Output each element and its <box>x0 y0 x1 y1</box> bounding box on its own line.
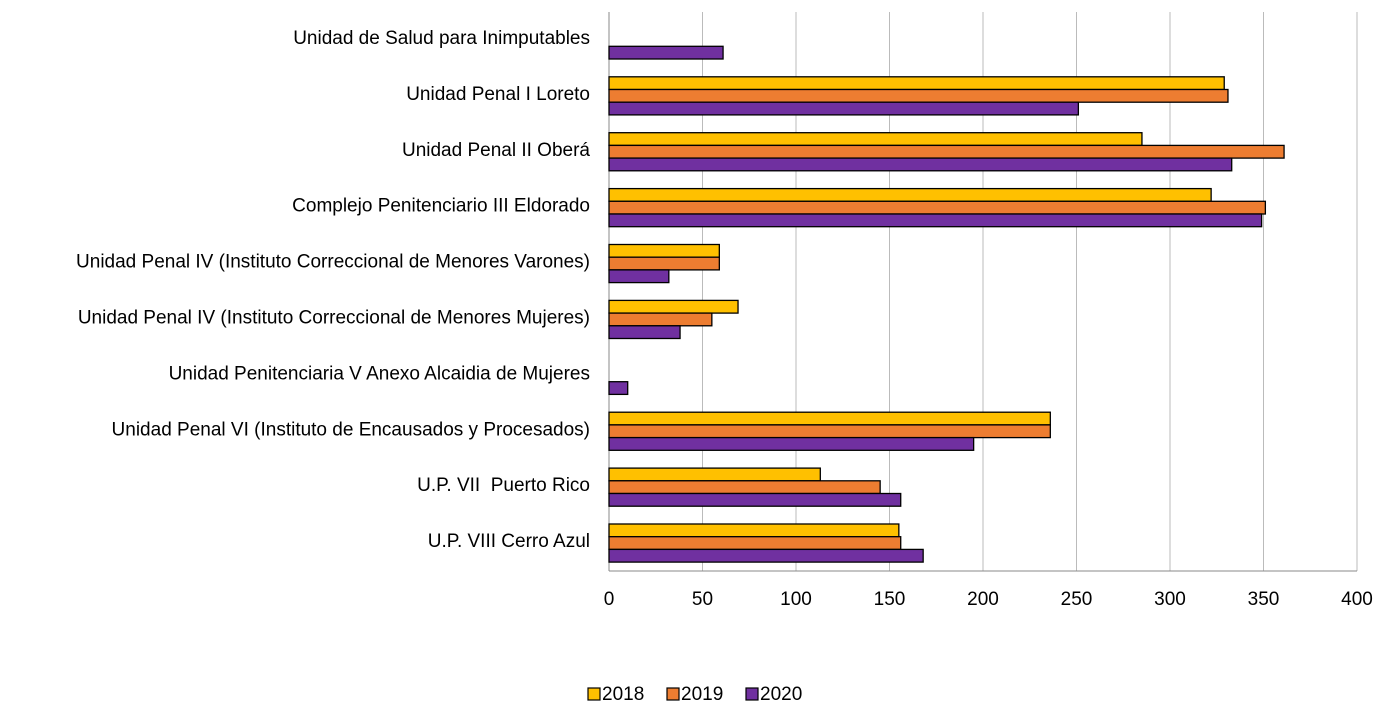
bar <box>608 467 821 482</box>
x-tick-label: 150 <box>874 589 906 610</box>
bar <box>608 187 1212 202</box>
x-tick-label: 300 <box>1154 589 1186 610</box>
bar <box>608 548 924 563</box>
y-tick-label: U.P. VII Puerto Rico <box>417 475 590 496</box>
y-tick-label: Unidad Penal IV (Instituto Correccional … <box>78 307 590 328</box>
bar <box>608 243 720 258</box>
x-tick-label: 50 <box>692 589 713 610</box>
legend-label: 2019 <box>681 684 723 704</box>
bar <box>608 299 739 314</box>
y-tick-label: Unidad Penitenciaria V Anexo Alcaidia de… <box>169 363 590 384</box>
y-tick-label: Unidad Penal IV (Instituto Correccional … <box>76 252 590 273</box>
legend-swatch <box>587 687 601 701</box>
bar <box>608 101 1080 116</box>
bar <box>608 424 1051 439</box>
bar <box>608 213 1263 228</box>
bar <box>608 480 881 495</box>
bar <box>608 45 724 60</box>
legend-swatch <box>745 687 759 701</box>
y-tick-label: Unidad Penal I Loreto <box>406 84 590 105</box>
legend-label: 2018 <box>602 684 644 704</box>
bar <box>608 256 720 271</box>
y-tick-label: Unidad de Salud para Inimputables <box>293 28 590 49</box>
bar <box>608 88 1229 103</box>
bar <box>608 436 975 451</box>
x-tick-label: 350 <box>1248 589 1280 610</box>
bar <box>608 411 1051 426</box>
y-tick-label: U.P. VIII Cerro Azul <box>428 531 590 552</box>
bar <box>608 144 1285 159</box>
legend-swatch <box>666 687 680 701</box>
legend-label: 2020 <box>760 684 802 704</box>
bar <box>608 269 670 284</box>
x-tick-label: 0 <box>604 589 615 610</box>
x-tick-label: 200 <box>967 589 999 610</box>
bar <box>608 157 1233 172</box>
y-tick-label: Unidad Penal VI (Instituto de Encausados… <box>112 419 590 440</box>
bar <box>608 325 681 340</box>
y-tick-label: Unidad Penal II Oberá <box>402 140 590 161</box>
bar <box>608 536 902 551</box>
bar <box>608 312 713 327</box>
bar <box>608 492 902 507</box>
bar <box>608 200 1267 215</box>
x-tick-label: 400 <box>1341 589 1373 610</box>
bar <box>608 76 1225 91</box>
x-tick-label: 100 <box>780 589 812 610</box>
bar <box>608 132 1143 147</box>
bar <box>608 381 629 396</box>
y-tick-label: Complejo Penitenciario III Eldorado <box>292 196 590 217</box>
bar <box>608 523 900 538</box>
x-tick-label: 250 <box>1061 589 1093 610</box>
